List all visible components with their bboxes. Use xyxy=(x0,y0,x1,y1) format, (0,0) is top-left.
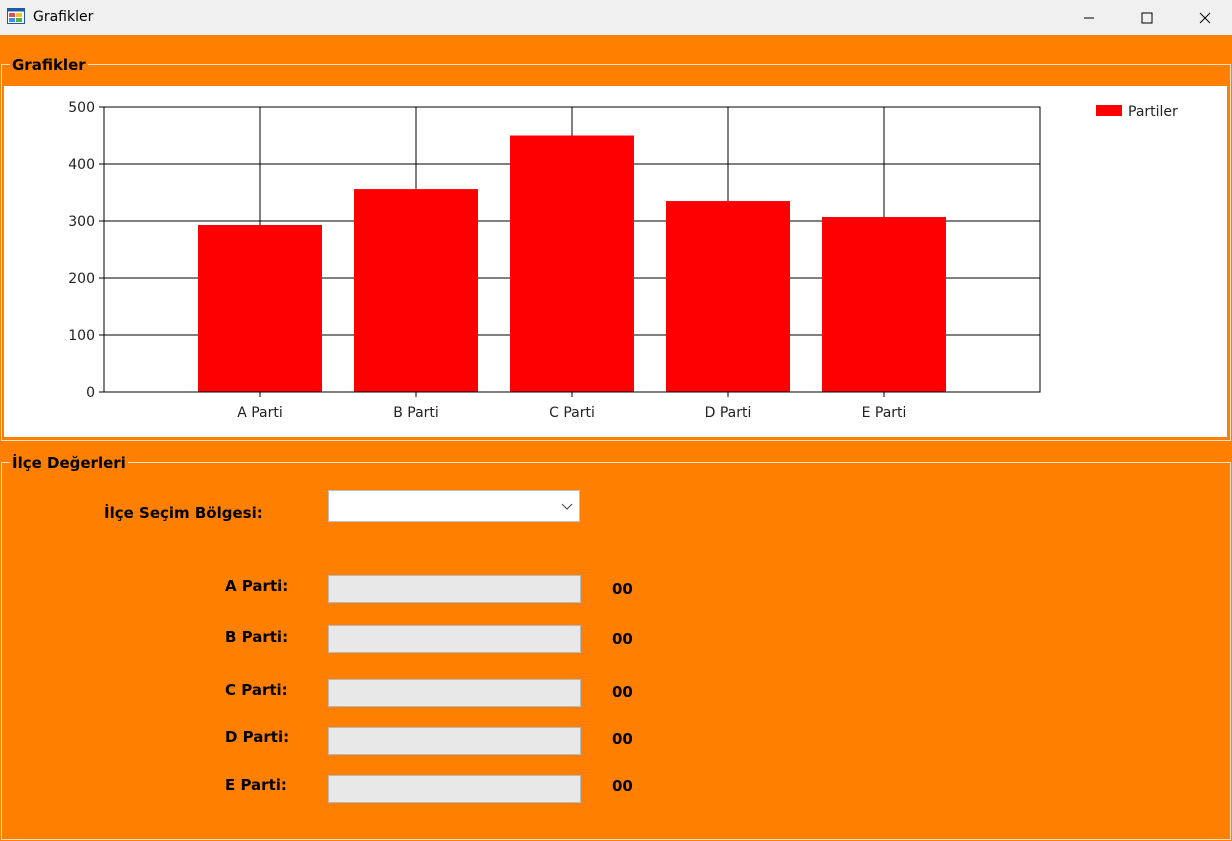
maximize-icon xyxy=(1141,12,1153,23)
y-tick-label: 500 xyxy=(68,100,95,116)
party-b-label: B Parti: xyxy=(225,628,289,646)
x-tick-label: B Parti xyxy=(393,405,439,421)
bar xyxy=(666,201,790,392)
bar xyxy=(510,135,634,392)
party-d-label: D Parti: xyxy=(225,728,290,746)
party-e-progress xyxy=(328,775,581,803)
legend-swatch xyxy=(1096,105,1122,116)
chart-groupbox xyxy=(1,64,1231,441)
party-b-progress xyxy=(328,625,581,653)
app-icon xyxy=(7,8,25,24)
legend-label: Partiler xyxy=(1128,104,1178,120)
x-tick-label: E Parti xyxy=(862,405,907,421)
y-tick-label: 400 xyxy=(68,157,95,173)
x-tick-label: A Parti xyxy=(237,405,283,421)
party-e-value: 00 xyxy=(612,777,633,795)
chart-group-legend: Grafikler xyxy=(10,56,88,74)
x-tick-label: C Parti xyxy=(549,405,595,421)
bar-chart: 0 100 200 300 400 500 A Parti B Parti C Parti D P… xyxy=(68,100,1178,421)
window-title: Grafikler xyxy=(33,9,94,25)
party-a-progress xyxy=(328,575,581,603)
x-tick-label: D Parti xyxy=(705,405,752,421)
y-tick-label: 300 xyxy=(68,214,95,230)
y-tick-label: 100 xyxy=(68,328,95,344)
bar xyxy=(198,224,322,392)
party-c-value: 00 xyxy=(612,683,633,701)
party-b-value: 00 xyxy=(612,630,633,648)
y-tick-label: 0 xyxy=(86,385,95,401)
bar xyxy=(354,189,478,392)
region-label: İlçe Seçim Bölgesi: xyxy=(104,504,263,522)
region-combobox[interactable] xyxy=(328,490,580,522)
chart-panel: 0 100 200 300 400 500 A Parti B Parti C Parti D P… xyxy=(4,86,1227,437)
y-tick-label: 200 xyxy=(68,271,95,287)
district-groupbox xyxy=(1,462,1231,840)
party-c-label: C Parti: xyxy=(225,681,288,699)
minimize-icon xyxy=(1084,17,1094,18)
party-c-progress xyxy=(328,679,581,707)
party-a-label: A Parti: xyxy=(225,577,289,595)
district-group-legend: İlçe Değerleri xyxy=(10,454,128,472)
maximize-button[interactable] xyxy=(1124,0,1170,35)
close-button[interactable] xyxy=(1182,0,1228,35)
minimize-button[interactable] xyxy=(1066,0,1112,35)
party-d-progress xyxy=(328,727,581,755)
close-icon xyxy=(1199,12,1211,23)
bar xyxy=(822,217,946,392)
title-bar: Grafikler xyxy=(0,0,1232,35)
plot-frame xyxy=(103,106,1041,393)
chevron-down-icon xyxy=(561,503,573,510)
party-d-value: 00 xyxy=(612,730,633,748)
party-a-value: 00 xyxy=(612,580,633,598)
party-e-label: E Parti: xyxy=(225,776,287,794)
